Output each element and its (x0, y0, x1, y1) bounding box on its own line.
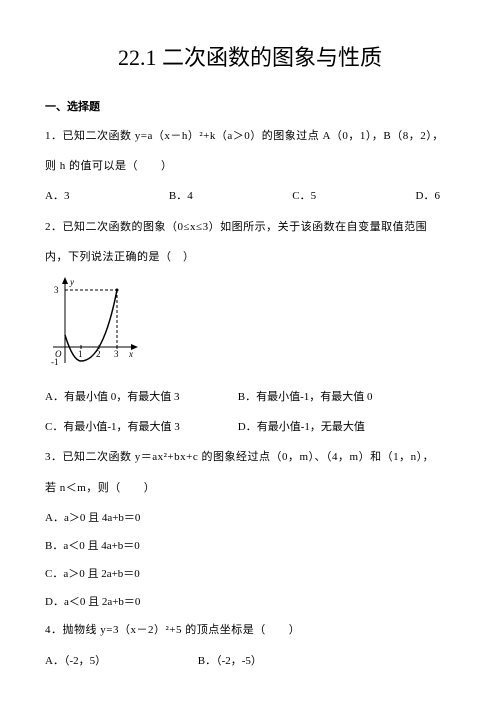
q2-options-cd: C．有最小值-1，有最大值 3 D．有最小值-1，无最大值 (45, 415, 455, 439)
q4-opt-a: A．（-2，5） (45, 649, 195, 673)
graph-x1-label: 1 (78, 349, 83, 359)
q2-line2: 内，下列说法正确的是（ ） (45, 245, 455, 269)
q1-options: A．3 B．4 C．5 D．6 (45, 184, 455, 208)
q1-opt-c: C．5 (292, 184, 316, 208)
q4-opt-b: B．（-2，-5） (198, 655, 262, 667)
q3-opt-b: B．a＜0 且 4a+b＝0 (45, 534, 455, 558)
q3-opt-a: A．a＞0 且 4a+b＝0 (45, 506, 455, 530)
q2-opt-d: D．有最小值-1，无最大值 (238, 421, 365, 433)
q4-options-ab: A．（-2，5） B．（-2，-5） (45, 649, 455, 673)
graph-x3-label: 3 (114, 349, 119, 359)
graph-x2-label: 2 (96, 349, 101, 359)
q1-opt-b: B．4 (169, 184, 193, 208)
q3-line1: 3．已知二次函数 y＝ax²+bx+c 的图象经过点（0，m）、（4，m）和（1… (45, 445, 455, 469)
page-title: 22.1 二次函数的图象与性质 (45, 40, 455, 72)
section-heading: 一、选择题 (45, 98, 455, 114)
q2-options-ab: A．有最小值 0，有最大值 3 B．有最小值-1，有最大值 0 (45, 385, 455, 409)
q2-line1: 2．已知二次函数的图象（0≤x≤3）如图所示，关于该函数在自变量取值范围 (45, 215, 455, 239)
q2-opt-c: C．有最小值-1，有最大值 3 (45, 415, 235, 439)
q2-opt-a: A．有最小值 0，有最大值 3 (45, 385, 235, 409)
graph-y-label: y (69, 277, 74, 287)
q3-opt-c: C．a＞0 且 2a+b＝0 (45, 562, 455, 586)
q1-line1: 1．已知二次函数 y=a（x－h）²+k（a＞0）的图象过点 A（0，1），B（… (45, 124, 455, 148)
q1-opt-a: A．3 (45, 184, 69, 208)
graph-x-label: x (128, 349, 133, 359)
q2-opt-b: B．有最小值-1，有最大值 0 (238, 391, 373, 403)
q4-line1: 4．抛物线 y=3（x－2）²+5 的顶点坐标是（ ） (45, 618, 455, 642)
q2-graph: 3 y O -1 1 2 3 x (45, 275, 455, 375)
q3-opt-d: D．a＜0 且 2a+b＝0 (45, 590, 455, 614)
graph-neg1-label: -1 (51, 357, 59, 367)
q1-line2: 则 h 的值可以是（ ） (45, 154, 455, 178)
q1-opt-d: D．6 (416, 184, 440, 208)
graph-y3-label: 3 (54, 285, 59, 295)
q3-line2: 若 n＜m，则（ ） (45, 476, 455, 500)
parabola-graph-icon: 3 y O -1 1 2 3 x (45, 275, 140, 370)
